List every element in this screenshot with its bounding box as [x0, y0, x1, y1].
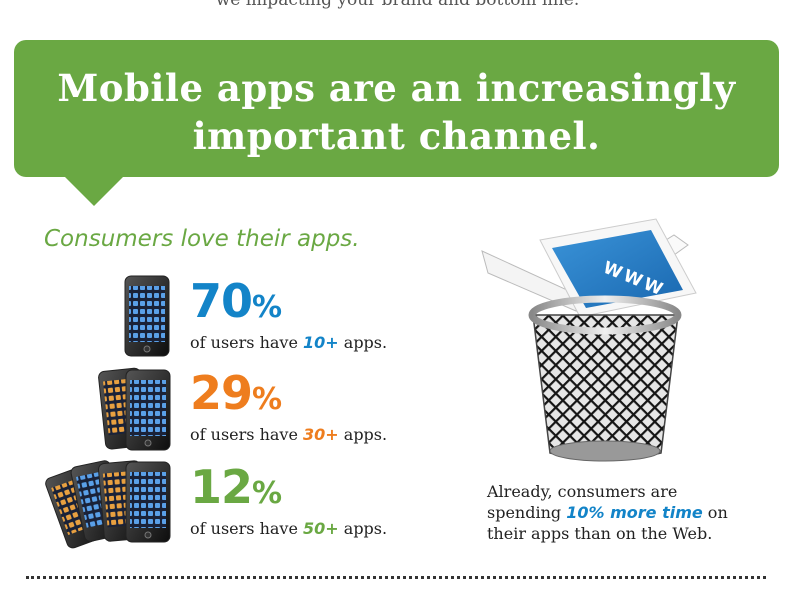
phone-icon [125, 461, 171, 543]
banner: Mobile apps are an increasingly importan… [14, 40, 779, 177]
banner-title: Mobile apps are an increasingly importan… [14, 64, 779, 160]
banner-tail [64, 176, 124, 206]
banner-title-line1: Mobile apps are an increasingly [57, 66, 736, 110]
trash-laptop-illustration: WWW [481, 218, 697, 462]
stat-desc: of users have 30+ apps. [190, 425, 388, 444]
stat-29: 29% of users have 30+ apps. [190, 370, 387, 444]
phones-illustration [45, 275, 171, 549]
stat-desc: of users have 10+ apps. [190, 333, 388, 352]
caption: Already, consumers are spending 10% more… [487, 482, 728, 543]
trash-can-icon [528, 295, 682, 462]
stat-value: 29% [190, 366, 282, 420]
subtitle: Consumers love their apps. [44, 226, 360, 252]
phone-icon [124, 275, 170, 357]
phone-icon [125, 369, 171, 451]
stat-value: 70% [190, 274, 282, 328]
stat-value: 12% [190, 460, 282, 514]
banner-title-line2: important channel. [192, 114, 601, 158]
stat-12: 12% of users have 50+ apps. [190, 464, 387, 538]
stat-70: 70% of users have 10+ apps. [190, 278, 387, 352]
stat-desc: of users have 50+ apps. [190, 519, 388, 538]
laptop-icon: WWW [481, 218, 697, 318]
dotted-divider [26, 576, 766, 579]
top-cut-text: we impacting your brand and bottom line. [215, 0, 580, 10]
